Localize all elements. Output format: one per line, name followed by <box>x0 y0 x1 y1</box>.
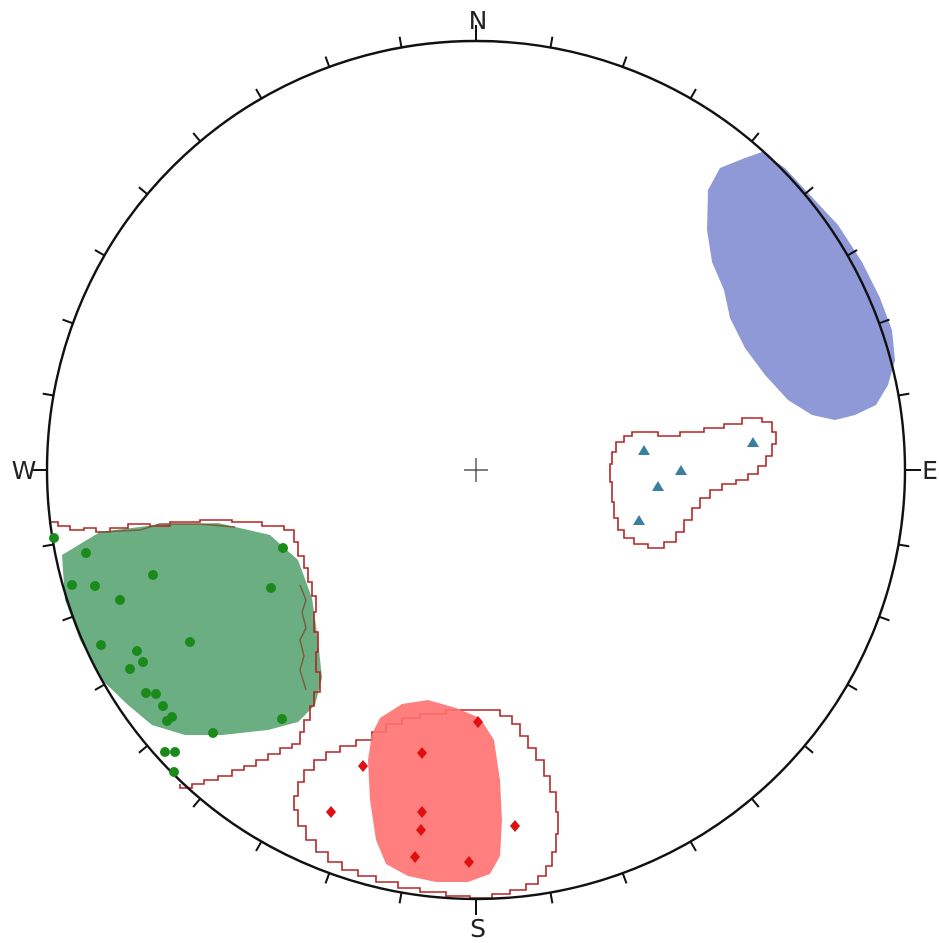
tick-mark <box>138 744 149 754</box>
green-point <box>162 716 172 726</box>
green-cluster-region <box>62 523 322 735</box>
red-cluster-contour <box>293 709 559 899</box>
green-point <box>185 637 195 647</box>
tick-mark <box>750 132 760 143</box>
tick-mark <box>847 683 858 691</box>
tick-mark <box>898 543 910 548</box>
tick-mark <box>621 872 628 884</box>
tick-mark <box>62 318 74 325</box>
green-cluster-contour <box>50 519 321 789</box>
green-point <box>170 747 180 757</box>
green-point <box>141 688 151 698</box>
teal-cluster-points <box>633 437 759 525</box>
green-point <box>81 548 91 558</box>
tick-mark <box>878 318 890 325</box>
green-point <box>278 543 288 553</box>
green-point <box>115 595 125 605</box>
tick-mark <box>324 56 331 68</box>
green-cluster-points <box>49 533 288 777</box>
tick-mark <box>803 744 814 754</box>
teal-point <box>652 481 664 491</box>
tick-mark <box>192 797 202 808</box>
tick-mark <box>94 683 105 691</box>
red-point <box>473 716 483 728</box>
green-point <box>160 747 170 757</box>
tick-mark <box>398 892 403 904</box>
green-point <box>90 581 100 591</box>
green-point <box>138 657 148 667</box>
green-point <box>277 714 287 724</box>
north-label: N <box>469 6 488 35</box>
tick-mark <box>62 615 74 622</box>
tick-mark <box>689 841 697 852</box>
red-point <box>510 820 520 832</box>
blue-cluster-region <box>707 152 895 420</box>
center-cross <box>464 458 488 482</box>
tick-mark <box>621 56 628 68</box>
red-point <box>358 760 368 772</box>
green-cluster-inner-line <box>99 523 307 691</box>
tick-mark <box>878 615 890 622</box>
teal-cluster-contour <box>609 417 777 549</box>
tick-mark <box>324 872 331 884</box>
teal-point <box>747 437 759 447</box>
south-label: S <box>470 914 486 943</box>
tick-mark <box>750 797 760 808</box>
red-point <box>417 806 427 818</box>
tick-mark <box>94 249 105 257</box>
tick-mark <box>42 392 54 397</box>
tick-mark <box>255 841 263 852</box>
red-point <box>410 851 420 863</box>
red-cluster-points <box>326 716 520 868</box>
tick-mark <box>847 249 858 257</box>
tick-mark <box>689 88 697 99</box>
tick-mark <box>138 186 149 196</box>
green-point <box>151 689 161 699</box>
tick-mark <box>549 892 554 904</box>
teal-point <box>638 445 650 455</box>
red-cluster-region <box>368 700 502 882</box>
green-point <box>158 701 168 711</box>
red-point <box>417 747 427 759</box>
green-point <box>49 533 59 543</box>
tick-mark <box>898 392 910 397</box>
green-point <box>67 580 77 590</box>
tick-mark <box>398 36 403 48</box>
green-point <box>125 664 135 674</box>
teal-point <box>633 515 645 525</box>
red-point <box>416 824 426 836</box>
green-point <box>169 767 179 777</box>
green-point <box>132 646 142 656</box>
tick-mark <box>255 88 263 99</box>
west-label: W <box>12 456 37 485</box>
green-point <box>208 728 218 738</box>
degree-ticks <box>31 25 921 915</box>
red-point <box>464 856 474 868</box>
tick-mark <box>192 132 202 143</box>
tick-mark <box>803 186 814 196</box>
tick-mark <box>42 543 54 548</box>
red-point <box>326 806 336 818</box>
east-label: E <box>922 456 938 485</box>
green-point <box>266 583 276 593</box>
teal-point <box>675 465 687 475</box>
tick-mark <box>549 36 554 48</box>
green-point <box>96 640 106 650</box>
green-point <box>148 570 158 580</box>
